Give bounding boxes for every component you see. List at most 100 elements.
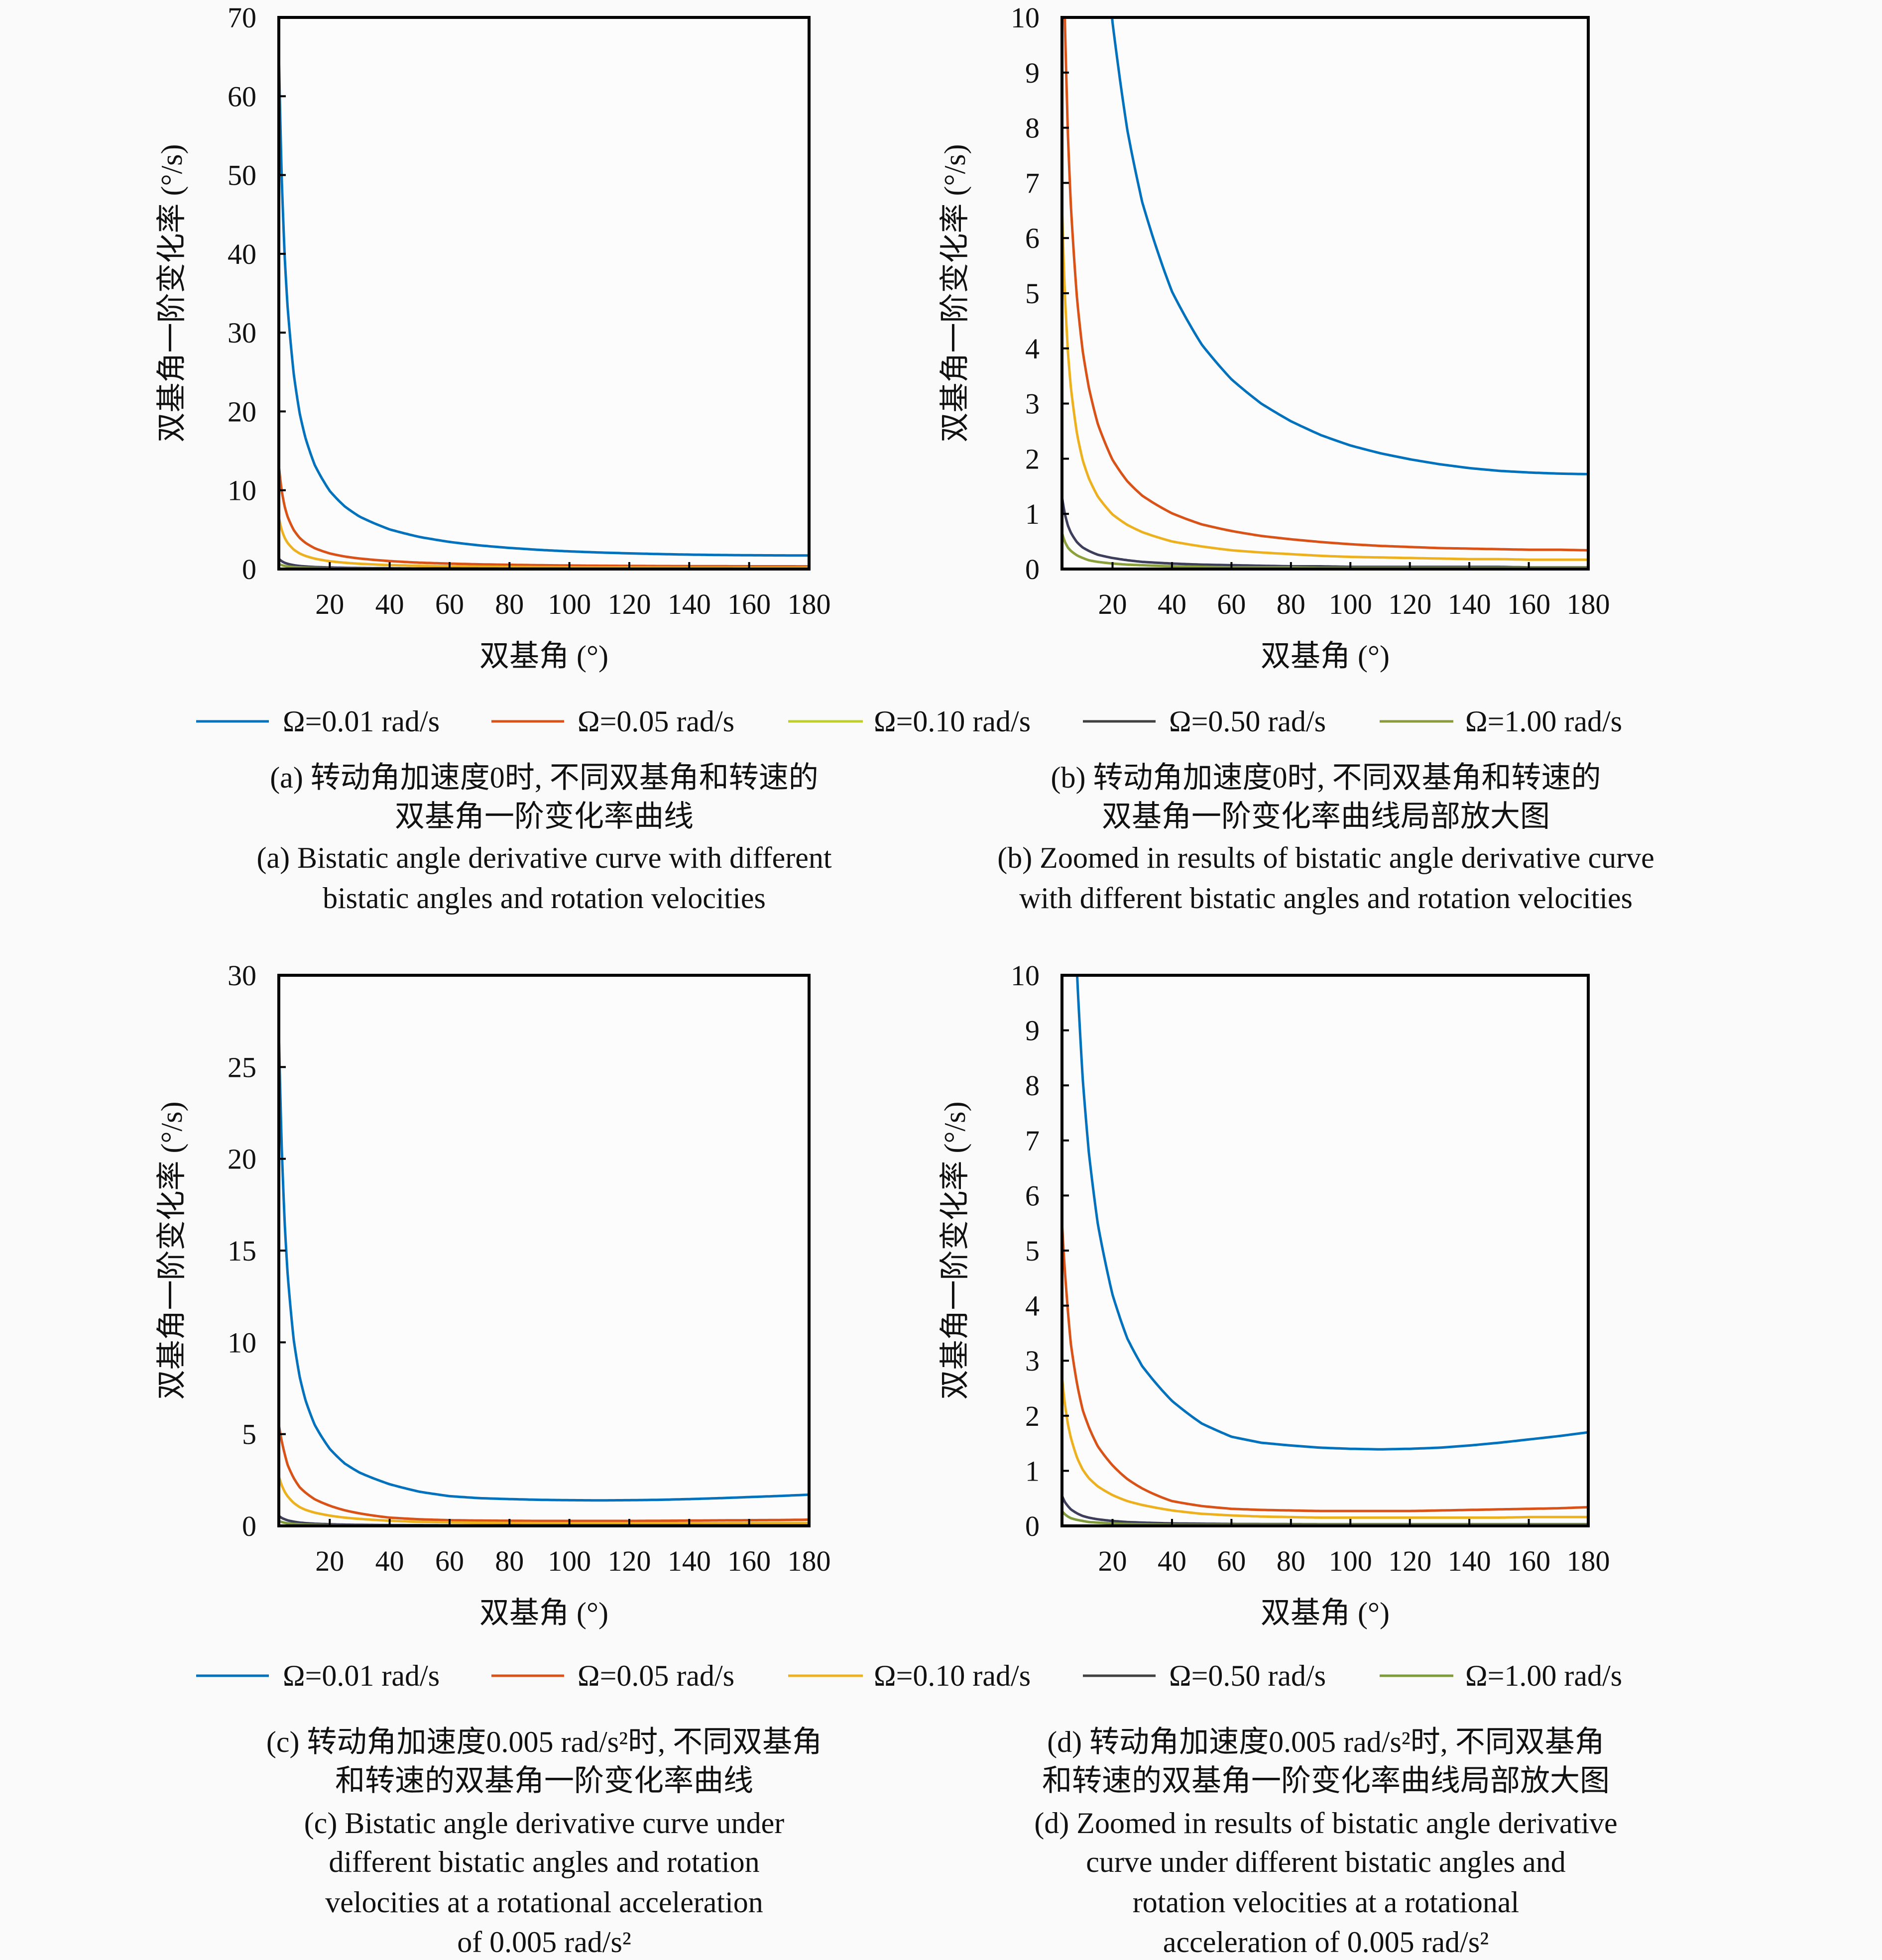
y-tick-label: 10 <box>1011 959 1040 992</box>
y-tick-label: 9 <box>1025 1015 1040 1047</box>
y-tick-label: 7 <box>1025 167 1040 199</box>
x-tick-label: 120 <box>607 1545 651 1577</box>
y-tick-label: 5 <box>1025 1235 1040 1267</box>
series-line-1 <box>279 1030 809 1502</box>
x-axis-label: 双基角 (°) <box>1261 640 1390 673</box>
x-tick-label: 120 <box>1388 1545 1431 1577</box>
caption-d: (d) 转动角加速度0.005 rad/s²时, 不同双基角 和转速的双基角一阶… <box>1034 1726 1617 1959</box>
x-tick-label: 40 <box>375 588 404 620</box>
x-tick-label: 100 <box>1329 1545 1372 1577</box>
x-tick-label: 60 <box>1217 588 1246 620</box>
caption-line: 和转速的双基角一阶变化率曲线局部放大图 <box>1042 1764 1610 1797</box>
y-tick-label: 60 <box>228 80 256 113</box>
x-tick-label: 60 <box>435 588 464 620</box>
series-line-1 <box>279 51 809 557</box>
y-tick-label: 9 <box>1025 57 1040 89</box>
x-tick-label: 160 <box>727 588 771 620</box>
x-tick-label: 40 <box>1158 588 1186 620</box>
legend-label: Ω=0.01 rad/s <box>283 705 440 738</box>
plot-area <box>279 975 809 1526</box>
chart-panel-c: 20 40 60 80 100 120 140 160 180 0 5 10 15 20 25 30 双基角 (… <box>155 959 831 1629</box>
y-axis-label: 双基角一阶变化率 (°/s) <box>939 1102 971 1400</box>
series-line-2 <box>1063 17 1588 552</box>
y-tick-label: 0 <box>242 553 256 585</box>
caption-line: (a) Bistatic angle derivative curve with… <box>256 841 831 874</box>
plot-area <box>1062 17 1588 569</box>
series-line-2 <box>279 1424 809 1522</box>
y-tick-label: 1 <box>1025 1455 1040 1487</box>
x-tick-label: 80 <box>1277 1545 1305 1577</box>
legend-label: Ω=0.50 rad/s <box>1169 705 1326 738</box>
caption-line: 双基角一阶变化率曲线局部放大图 <box>1102 800 1550 833</box>
legend-top: Ω=0.01 rad/s Ω=0.05 rad/s Ω=0.10 rad/s Ω… <box>196 705 1622 738</box>
y-tick-label: 2 <box>1025 1400 1040 1432</box>
caption-line: rotation velocities at a rotational <box>1133 1886 1519 1919</box>
y-tick-label: 3 <box>1025 1345 1040 1377</box>
y-tick-label: 6 <box>1025 222 1040 254</box>
y-tick-label: 6 <box>1025 1179 1040 1212</box>
legend-bottom: Ω=0.01 rad/s Ω=0.05 rad/s Ω=0.10 rad/s Ω… <box>196 1659 1622 1692</box>
x-tick-label: 100 <box>548 588 591 620</box>
x-tick-label: 180 <box>788 588 831 620</box>
legend-label: Ω=1.00 rad/s <box>1465 705 1622 738</box>
y-tick-label: 4 <box>1025 1290 1040 1322</box>
legend-label: Ω=1.00 rad/s <box>1465 1659 1622 1692</box>
caption-line: (a) 转动角加速度0时, 不同双基角和转速的 <box>270 761 819 794</box>
caption-line: 和转速的双基角一阶变化率曲线 <box>335 1764 753 1797</box>
caption-line: velocities at a rotational acceleration <box>325 1886 763 1919</box>
x-tick-label: 120 <box>607 588 651 620</box>
plot-frame <box>277 16 811 571</box>
legend-label: Ω=0.50 rad/s <box>1169 1659 1326 1692</box>
caption-line: different bistatic angles and rotation <box>329 1845 759 1878</box>
y-tick-label: 0 <box>1025 1510 1040 1542</box>
x-tick-label: 160 <box>1507 588 1550 620</box>
x-tick-label: 80 <box>495 588 524 620</box>
x-tick-label: 20 <box>1098 588 1127 620</box>
y-tick-label: 8 <box>1025 1069 1040 1102</box>
caption-line: 双基角一阶变化率曲线 <box>395 800 694 833</box>
chart-panel-d: 20 40 60 80 100 120 140 160 180 0 1 2 3 4 5 6 7 8 9 10 双基角 (… <box>939 959 1610 1629</box>
y-tick-label: 25 <box>228 1051 256 1083</box>
x-axis-label: 双基角 (°) <box>1261 1597 1390 1629</box>
x-tick-label: 20 <box>315 588 344 620</box>
x-tick-label: 180 <box>1567 588 1610 620</box>
x-tick-label: 20 <box>315 1545 344 1577</box>
caption-line: (b) Zoomed in results of bistatic angle … <box>997 841 1654 874</box>
y-axis-label: 双基角一阶变化率 (°/s) <box>155 1102 188 1400</box>
caption-line: (c) 转动角加速度0.005 rad/s²时, 不同双基角 <box>266 1726 822 1758</box>
caption-b: (b) 转动角加速度0时, 不同双基角和转速的 双基角一阶变化率曲线局部放大图 … <box>997 761 1654 915</box>
y-tick-label: 20 <box>228 395 256 428</box>
x-tick-label: 180 <box>788 1545 831 1577</box>
series-line-3 <box>1062 206 1588 561</box>
y-tick-label: 10 <box>228 474 256 507</box>
series-line-2 <box>1062 1223 1588 1512</box>
y-axis-label: 双基角一阶变化率 (°/s) <box>939 144 971 443</box>
caption-line: (c) Bistatic angle derivative curve unde… <box>304 1807 785 1840</box>
legend-label: Ω=0.05 rad/s <box>578 1659 734 1692</box>
y-tick-label: 5 <box>242 1418 256 1451</box>
y-tick-label: 3 <box>1025 388 1040 420</box>
caption-line: with different bistatic angles and rotat… <box>1019 882 1633 915</box>
y-tick-label: 1 <box>1025 498 1040 530</box>
x-tick-label: 160 <box>1507 1545 1550 1577</box>
y-tick-label: 40 <box>228 238 256 270</box>
series-line-1 <box>1111 17 1588 475</box>
x-tick-label: 120 <box>1388 588 1431 620</box>
x-axis-label: 双基角 (°) <box>479 640 608 673</box>
y-axis-label: 双基角一阶变化率 (°/s) <box>155 144 188 443</box>
caption-line: curve under different bistatic angles an… <box>1086 1845 1566 1878</box>
y-tick-label: 15 <box>228 1235 256 1267</box>
charts-layer: 20 40 60 80 100 120 140 160 180010203040506070双基… <box>155 1 1610 1629</box>
plot-area <box>1062 975 1588 1526</box>
caption-line: (b) 转动角加速度0时, 不同双基角和转速的 <box>1051 761 1601 794</box>
y-tick-label: 8 <box>1025 112 1040 144</box>
caption-c: (c) 转动角加速度0.005 rad/s²时, 不同双基角 和转速的双基角一阶… <box>266 1726 822 1959</box>
caption-line: (d) 转动角加速度0.005 rad/s²时, 不同双基角 <box>1047 1726 1605 1758</box>
y-tick-label: 5 <box>1025 277 1040 310</box>
caption-line: (d) Zoomed in results of bistatic angle … <box>1034 1807 1617 1840</box>
y-tick-label: 0 <box>242 1510 256 1542</box>
series-line-2 <box>279 465 809 568</box>
chart-panel-a: 20 40 60 80 100 120 140 160 180 0 10 20 30 40 50 60 70 双基… <box>155 1 831 673</box>
x-tick-label: 160 <box>727 1545 771 1577</box>
